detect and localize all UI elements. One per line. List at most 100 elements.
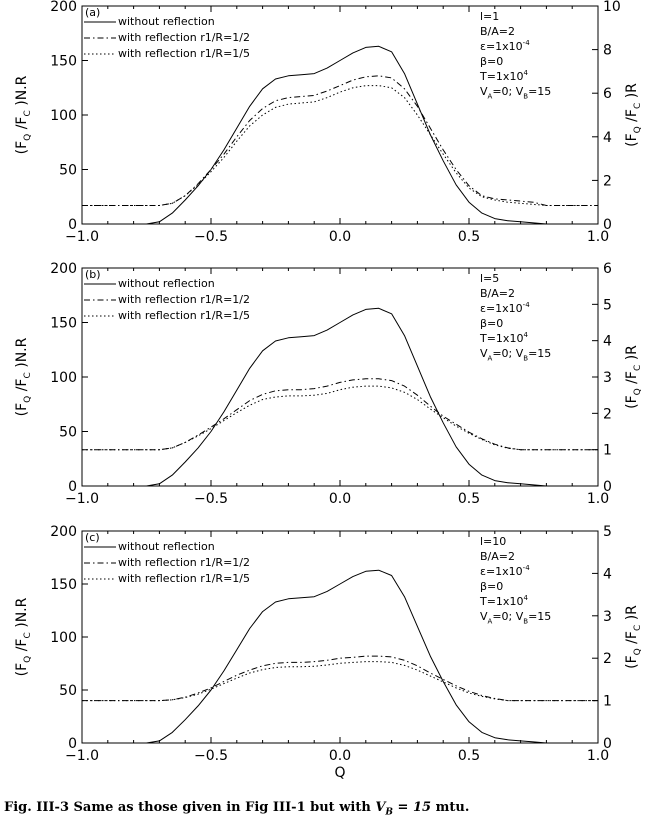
y-left-tick-label: 150 xyxy=(50,577,77,593)
x-tick-label: 0.0 xyxy=(329,229,351,245)
legend-label: without reflection xyxy=(118,540,215,553)
x-tick-label: 1.0 xyxy=(587,491,609,507)
x-tick-label: 1.0 xyxy=(587,229,609,245)
y-right-tick-label: 5 xyxy=(603,297,612,313)
series-line xyxy=(82,307,598,487)
y-right-tick-label: 6 xyxy=(603,86,612,102)
y-left-tick-label: 50 xyxy=(59,683,77,699)
x-tick-label: −1.0 xyxy=(65,229,99,245)
parameter-label: T=1x104​ xyxy=(479,594,528,608)
y-left-tick-label: 200 xyxy=(50,0,77,15)
parameter-label: VA​=0; VB​=15 xyxy=(480,85,551,100)
legend-label: with reflection r1/R=1/2 xyxy=(118,556,250,569)
parameter-label: β=0 xyxy=(480,580,503,593)
y-right-axis-title: (FQ​ /FC​ )R xyxy=(624,605,643,669)
x-tick-label: −1.0 xyxy=(65,748,99,764)
y-left-tick-label: 150 xyxy=(50,54,77,70)
figure-caption: Fig. III-3 Same as those given in Fig II… xyxy=(4,800,469,818)
y-right-tick-label: 1 xyxy=(603,694,612,710)
y-right-axis-title: (FQ​ /FC​ )R xyxy=(624,345,643,409)
y-right-tick-label: 0 xyxy=(603,479,612,495)
x-axis-title: Q xyxy=(334,765,345,781)
y-left-tick-label: 200 xyxy=(50,524,77,540)
parameter-label: l=1 xyxy=(480,10,499,23)
parameter-label: ε=1x10-4​ xyxy=(480,564,530,578)
parameter-label: T=1x104​ xyxy=(479,69,528,83)
legend-label: with reflection r1/R=1/5 xyxy=(118,572,250,585)
y-left-axis-title: (FQ​ /FC​ )N.R xyxy=(14,337,33,416)
caption-math: VB = 15 xyxy=(375,800,432,818)
y-right-tick-label: 6 xyxy=(603,261,612,277)
parameter-label: B/A=2 xyxy=(480,25,515,38)
series-line xyxy=(82,661,598,702)
series-line xyxy=(82,85,598,206)
chart-panel: −1.0−0.50.00.51.0050100150200012345(FQ​ … xyxy=(14,524,643,781)
legend-label: without reflection xyxy=(118,277,215,290)
y-left-tick-label: 150 xyxy=(50,316,77,332)
x-tick-label: 0.5 xyxy=(458,229,480,245)
caption-prefix: Fig. III-3 Same as those given in Fig II… xyxy=(4,800,376,815)
legend-label: without reflection xyxy=(118,15,215,28)
parameter-label: T=1x104​ xyxy=(479,331,528,345)
parameter-label: ε=1x10-4​ xyxy=(480,39,530,53)
y-right-tick-label: 2 xyxy=(603,651,612,667)
panel-label: (c) xyxy=(85,531,100,544)
series-line xyxy=(82,655,598,702)
y-left-tick-label: 0 xyxy=(68,217,77,233)
x-tick-label: −0.5 xyxy=(194,491,228,507)
y-left-tick-label: 50 xyxy=(59,163,77,179)
series-line xyxy=(82,569,598,744)
y-left-axis-title: (FQ​ /FC​ )N.R xyxy=(14,75,33,154)
chart-panel: −1.0−0.50.00.51.00501001502000246810(FQ​… xyxy=(14,0,643,245)
y-right-tick-label: 8 xyxy=(603,43,612,59)
panel-label: (b) xyxy=(85,268,101,281)
series-line xyxy=(82,45,598,225)
series-line xyxy=(82,378,598,451)
legend-label: with reflection r1/R=1/5 xyxy=(118,47,250,60)
x-tick-label: 0.5 xyxy=(458,748,480,764)
y-right-tick-label: 4 xyxy=(603,130,612,146)
x-tick-label: 0.5 xyxy=(458,491,480,507)
y-left-tick-label: 0 xyxy=(68,479,77,495)
parameter-label: β=0 xyxy=(480,55,503,68)
series-line xyxy=(82,75,598,206)
x-tick-label: −1.0 xyxy=(65,491,99,507)
parameter-label: VA​=0; VB​=15 xyxy=(480,347,551,362)
parameter-label: l=10 xyxy=(480,535,506,548)
panel-label: (a) xyxy=(85,6,100,19)
legend-label: with reflection r1/R=1/5 xyxy=(118,309,250,322)
parameter-label: B/A=2 xyxy=(480,550,515,563)
y-right-tick-label: 3 xyxy=(603,370,612,386)
y-left-tick-label: 100 xyxy=(50,108,77,124)
x-tick-label: 0.0 xyxy=(329,748,351,764)
y-right-tick-label: 2 xyxy=(603,406,612,422)
y-left-tick-label: 200 xyxy=(50,261,77,277)
x-tick-label: 1.0 xyxy=(587,748,609,764)
parameter-label: ε=1x10-4​ xyxy=(480,301,530,315)
x-tick-label: 0.0 xyxy=(329,491,351,507)
y-left-axis-title: (FQ​ /FC​ )N.R xyxy=(14,597,33,676)
y-left-tick-label: 50 xyxy=(59,425,77,441)
y-right-tick-label: 0 xyxy=(603,217,612,233)
parameter-label: β=0 xyxy=(480,317,503,330)
parameter-label: B/A=2 xyxy=(480,287,515,300)
caption-suffix: mtu. xyxy=(431,800,470,815)
y-right-tick-label: 10 xyxy=(603,0,621,15)
x-tick-label: −0.5 xyxy=(194,748,228,764)
y-right-tick-label: 3 xyxy=(603,609,612,625)
legend-label: with reflection r1/R=1/2 xyxy=(118,31,250,44)
chart-panel: −1.0−0.50.00.51.00501001502000123456(FQ​… xyxy=(14,261,643,507)
parameter-label: VA​=0; VB​=15 xyxy=(480,610,551,625)
x-tick-label: −0.5 xyxy=(194,229,228,245)
y-right-tick-label: 0 xyxy=(603,736,612,752)
y-right-tick-label: 4 xyxy=(603,566,612,582)
y-right-axis-title: (FQ​ /FC​ )R xyxy=(624,83,643,147)
series-line xyxy=(82,385,598,451)
y-right-tick-label: 5 xyxy=(603,524,612,540)
legend-label: with reflection r1/R=1/2 xyxy=(118,293,250,306)
y-right-tick-label: 4 xyxy=(603,334,612,350)
y-left-tick-label: 100 xyxy=(50,370,77,386)
y-right-tick-label: 1 xyxy=(603,443,612,459)
parameter-label: l=5 xyxy=(480,272,499,285)
